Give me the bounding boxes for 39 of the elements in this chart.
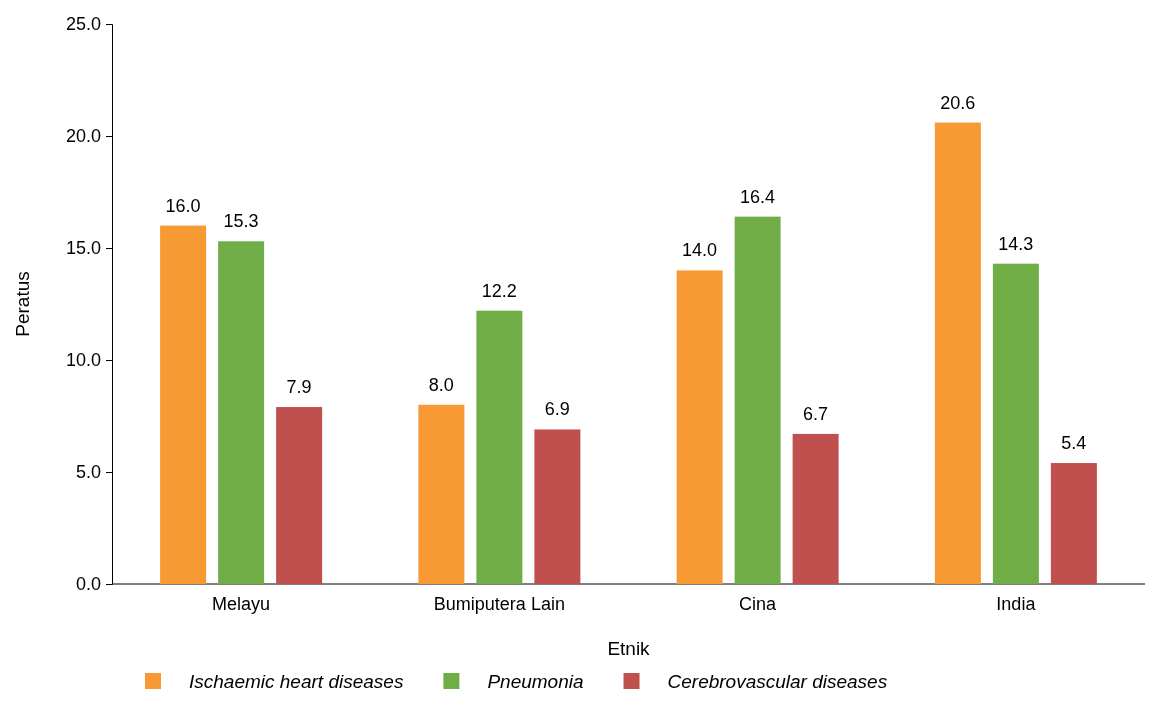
legend-label: Pneumonia [487, 671, 584, 692]
bar [676, 270, 723, 584]
data-label: 16.0 [165, 195, 201, 216]
bar [476, 310, 523, 584]
bar [534, 429, 581, 584]
bar [160, 225, 207, 584]
bar [1050, 463, 1097, 584]
x-tick-label: Melayu [212, 594, 271, 615]
bar [792, 433, 839, 584]
data-label: 16.4 [740, 186, 776, 207]
bar [218, 241, 265, 584]
bar [734, 216, 781, 584]
data-label: 8.0 [428, 374, 454, 395]
bar [934, 122, 981, 584]
data-label: 6.9 [544, 399, 570, 420]
y-tick-label: 0.0 [75, 574, 101, 595]
bar [276, 407, 323, 584]
data-label: 12.2 [481, 280, 517, 301]
data-label: 20.6 [940, 92, 976, 113]
y-tick-label: 10.0 [65, 350, 101, 371]
data-label: 15.3 [223, 211, 259, 232]
x-tick-label: India [996, 594, 1037, 615]
data-label: 7.9 [286, 377, 312, 398]
data-label: 14.0 [682, 240, 718, 261]
data-label: 14.3 [998, 233, 1034, 254]
x-axis-title: Etnik [607, 638, 651, 659]
y-axis-title: Peratus [12, 271, 33, 337]
y-tick-label: 25.0 [65, 14, 101, 35]
y-tick-label: 15.0 [65, 238, 101, 259]
legend-label: Ischaemic heart diseases [189, 671, 404, 692]
bar [418, 404, 465, 584]
legend-label: Cerebrovascular diseases [667, 671, 888, 692]
x-tick-label: Cina [739, 594, 778, 615]
y-tick-label: 20.0 [65, 126, 101, 147]
data-label: 6.7 [803, 403, 829, 424]
x-tick-label: Bumiputera Lain [433, 594, 565, 615]
y-tick-label: 5.0 [75, 462, 101, 483]
data-label: 5.4 [1061, 433, 1087, 454]
bar [992, 263, 1039, 584]
